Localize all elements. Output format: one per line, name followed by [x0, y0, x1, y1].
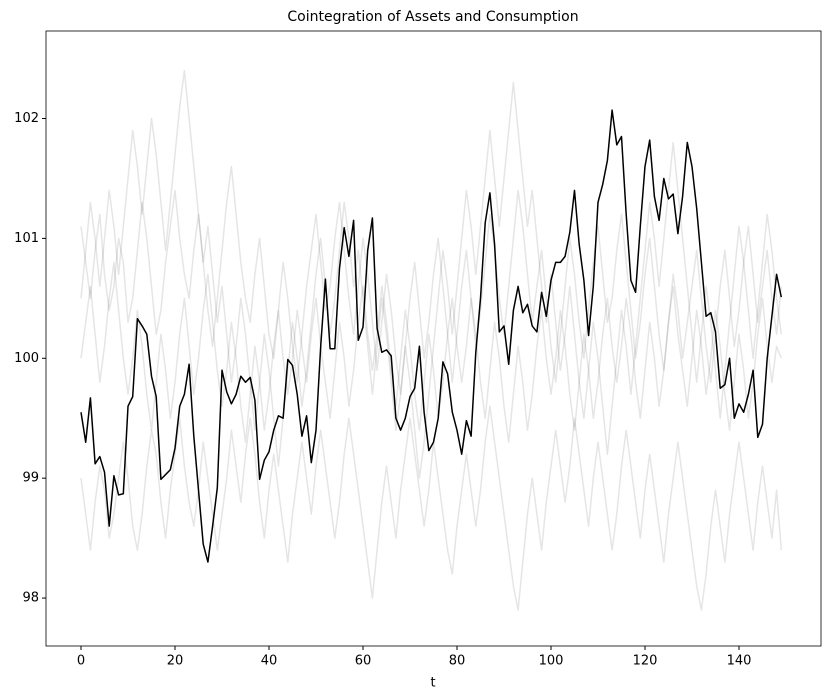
x-tick-label: 80	[449, 654, 466, 669]
x-tick-label: 40	[261, 654, 278, 669]
y-tick-label: 102	[14, 111, 39, 126]
y-tick-label: 101	[14, 231, 39, 246]
x-tick-label: 60	[355, 654, 372, 669]
series-line	[80, 405, 783, 611]
y-tick-label: 99	[22, 471, 39, 486]
x-tick-label: 100	[539, 654, 564, 669]
series-line	[80, 109, 783, 563]
x-tick-label: 0	[77, 654, 85, 669]
x-axis-label: t	[430, 676, 435, 691]
x-tick-label: 140	[727, 654, 752, 669]
series-line	[80, 165, 783, 395]
y-tick-label: 98	[22, 591, 39, 606]
series-line	[80, 261, 782, 443]
plot-frame	[45, 30, 822, 647]
x-tick-label: 20	[167, 654, 184, 669]
x-tick-label: 120	[633, 654, 658, 669]
chart-title: Cointegration of Assets and Consumption	[287, 9, 578, 25]
y-tick-label: 100	[14, 351, 39, 366]
series-line	[80, 69, 783, 479]
